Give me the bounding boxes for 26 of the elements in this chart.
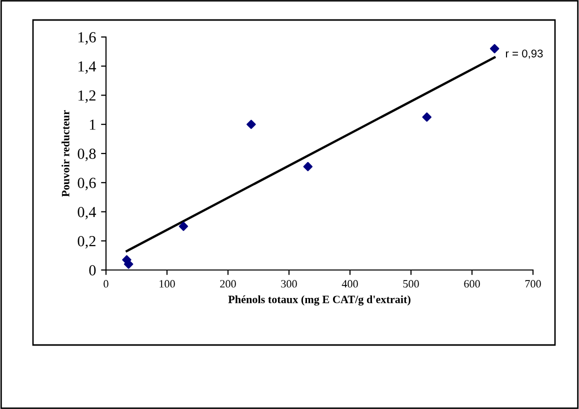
- y-tick-label: 0,2: [78, 236, 96, 249]
- point: [422, 112, 432, 122]
- y-tick-label: 0,6: [78, 178, 96, 190]
- point: [490, 44, 500, 54]
- y-tick-label: 1,4: [78, 61, 96, 74]
- point: [303, 162, 313, 172]
- x-tick-label: 300: [281, 280, 297, 288]
- y-tick-label: 1,2: [78, 90, 96, 103]
- x-tick-label: 200: [220, 280, 236, 288]
- y-tick-label: 1,6: [78, 32, 96, 45]
- y-tick-label: 0,4: [78, 206, 96, 220]
- point: [246, 120, 256, 129]
- point: [124, 260, 134, 269]
- x-axis-title: Phénols totaux (mg E CAT/g d'extrait): [228, 295, 410, 306]
- point: [178, 222, 188, 231]
- annotation: r = 0,93: [506, 50, 543, 59]
- y-tick-label: 1: [90, 120, 96, 130]
- x-tick-label: 600: [464, 280, 480, 288]
- x-tick-label: 700: [525, 280, 541, 288]
- x-tick-label: 0: [104, 280, 108, 288]
- y-axis-title: Pouvoir reducteur: [62, 110, 70, 197]
- y-tick-label: 0: [89, 265, 96, 276]
- y-tick-label: 0,8: [78, 148, 96, 162]
- x-tick-label: 500: [403, 280, 419, 288]
- x-tick-label: 400: [342, 280, 358, 288]
- x-tick-label: 100: [160, 280, 175, 288]
